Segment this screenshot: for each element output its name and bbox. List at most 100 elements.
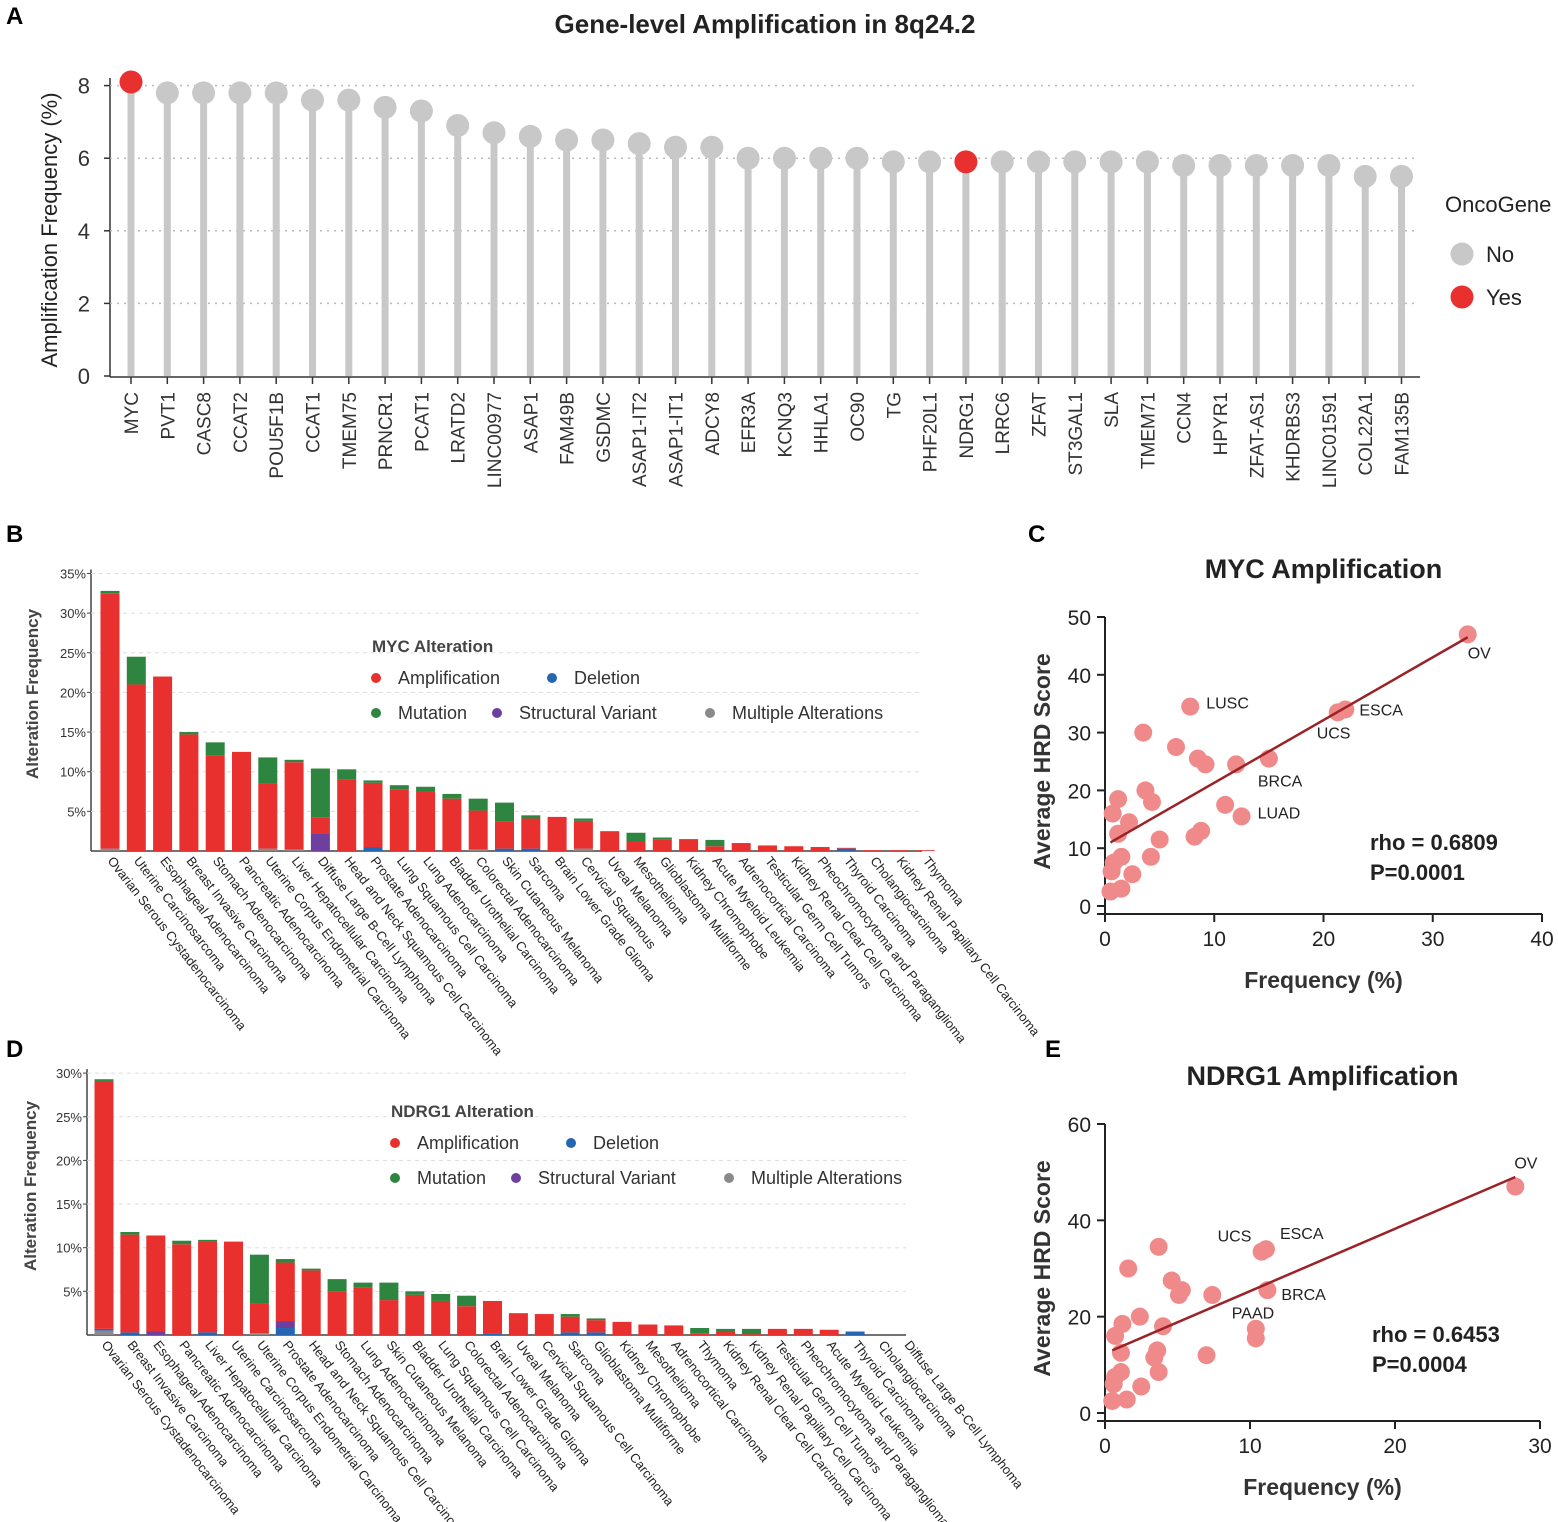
bar-segment-amplification — [784, 846, 804, 851]
y-tick-label: 15% — [60, 725, 86, 740]
bar-segment-amplification — [224, 1241, 243, 1335]
bar-segment-amplification — [889, 850, 909, 851]
x-tick-label: PRNCR1 — [376, 392, 397, 470]
bar-segment-amplification — [495, 821, 514, 849]
point-label: OV — [1514, 1156, 1537, 1173]
panel-label-e: E — [1045, 1036, 1061, 1063]
legend-marker-yes — [1450, 285, 1474, 309]
y-tick-label: 40 — [1068, 665, 1091, 688]
bar-segment-amplification — [405, 1294, 425, 1335]
bar-segment-amplification — [534, 1314, 554, 1335]
lollipop-head — [809, 146, 833, 170]
bar-segment-mutation — [573, 818, 593, 821]
bar-segment-amplification — [301, 1270, 321, 1335]
legend-label-mutation: Mutation — [417, 1168, 486, 1188]
bar-segment-amplification — [483, 1300, 502, 1334]
bar-segment-amplification — [836, 847, 856, 849]
bar-segment-mutation — [431, 1293, 451, 1301]
bar-segment-amplification — [758, 845, 777, 851]
bar-segment-deletion — [363, 847, 383, 851]
bar-segment-mutation — [652, 837, 672, 840]
bar-segment-mutation — [198, 1239, 218, 1242]
x-tick-label: 10 — [1238, 1435, 1261, 1458]
scatter-point — [1181, 697, 1200, 716]
bar-segment-deletion — [560, 1332, 580, 1335]
bar-segment-mutation — [363, 780, 383, 783]
scatter-point — [1132, 1377, 1151, 1396]
x-tick-label: MYC — [122, 392, 143, 434]
bar-segment-mutation — [457, 1295, 477, 1307]
bar-segment-deletion — [521, 848, 541, 851]
bar-segment-mutation — [560, 1314, 580, 1317]
legend-marker-multiple-alterations — [724, 1173, 734, 1183]
legend-label-multiple-alterations: Multiple Alterations — [732, 703, 883, 723]
bar-segment-amplification — [431, 1300, 451, 1335]
bar-segment-amplification — [198, 1241, 218, 1333]
bar-segment-multiple-alterations — [258, 848, 278, 851]
bar-segment-mutation — [249, 1254, 269, 1304]
x-tick-label: LINC00977 — [485, 392, 506, 488]
lollipop-head — [518, 124, 542, 148]
x-tick-label: 20 — [1312, 928, 1335, 951]
bar-segment-structural-variant — [310, 833, 330, 851]
panel-label-d: D — [6, 1036, 23, 1063]
x-tick-label: SLA — [1102, 392, 1123, 428]
bar-segment-amplification — [521, 818, 541, 849]
chart-title: Gene-level Amplification in 8q24.2 — [555, 9, 976, 39]
legend-label-structural-variant: Structural Variant — [519, 703, 657, 723]
panel-label-c: C — [1028, 521, 1045, 548]
lollipop-head — [1353, 164, 1377, 188]
bar-segment-mutation — [100, 590, 120, 594]
bar-segment-mutation — [310, 768, 330, 818]
scatter-point — [1117, 1390, 1136, 1409]
legend-label-amplification: Amplification — [417, 1133, 519, 1153]
scatter-point — [1134, 723, 1153, 742]
x-tick-label: 30 — [1421, 928, 1444, 951]
correlation-rho: rho = 0.6453 — [1372, 1322, 1500, 1347]
x-tick-label: KCNQ3 — [775, 392, 796, 457]
scatter-point — [1109, 824, 1128, 843]
y-axis-label: Alteration Frequency — [23, 608, 42, 779]
lollipop-head — [1172, 153, 1196, 177]
y-tick-label: 20 — [1068, 1307, 1091, 1330]
bar-segment-amplification — [863, 850, 883, 851]
bar-segment-amplification — [586, 1320, 606, 1333]
legend-marker-structural-variant — [511, 1173, 521, 1183]
legend-title: OncoGene — [1445, 192, 1551, 217]
y-tick-label: 5% — [63, 1284, 82, 1299]
lollipop-head — [700, 135, 724, 159]
bar-segment-amplification — [442, 798, 462, 851]
lollipop-head — [990, 150, 1014, 174]
y-axis-label: Average HRD Score — [1029, 1160, 1055, 1376]
x-tick-label: 0 — [1099, 928, 1111, 951]
bar-segment-mutation — [94, 1079, 114, 1081]
legend-label-deletion: Deletion — [574, 668, 640, 688]
legend-marker-deletion — [566, 1138, 576, 1148]
bar-segment-amplification — [652, 839, 672, 851]
lollipop-head — [228, 81, 252, 105]
legend-marker-multiple-alterations — [705, 708, 715, 718]
legend-label-no: No — [1486, 242, 1514, 267]
bar-segment-mutation — [275, 1259, 295, 1263]
lollipop-head — [881, 150, 905, 174]
lollipop-head — [555, 128, 579, 152]
point-label: BRCA — [1281, 1287, 1326, 1304]
bar-segment-amplification — [416, 791, 436, 851]
x-axis-label: Frequency (%) — [1243, 1474, 1401, 1500]
bar-segment-mutation — [495, 802, 514, 822]
scatter-point — [1109, 790, 1128, 809]
bar-segment-amplification — [126, 684, 146, 851]
x-tick-label: PHF20L1 — [921, 392, 942, 472]
bar-segment-amplification — [353, 1287, 373, 1335]
scatter-point — [1149, 1363, 1168, 1382]
x-tick-label: PVT1 — [158, 392, 179, 440]
x-tick-label: PCAT1 — [412, 392, 433, 452]
x-tick-label: COL22A1 — [1356, 392, 1377, 475]
y-tick-label: 6 — [78, 146, 90, 171]
y-tick-label: 25% — [56, 1110, 82, 1125]
x-tick-label: GSDMC — [594, 392, 615, 463]
scatter-point — [1119, 1259, 1138, 1278]
bar-segment-deletion — [483, 1333, 502, 1335]
lollipop-head — [627, 132, 651, 156]
scatter-point — [1103, 804, 1122, 823]
